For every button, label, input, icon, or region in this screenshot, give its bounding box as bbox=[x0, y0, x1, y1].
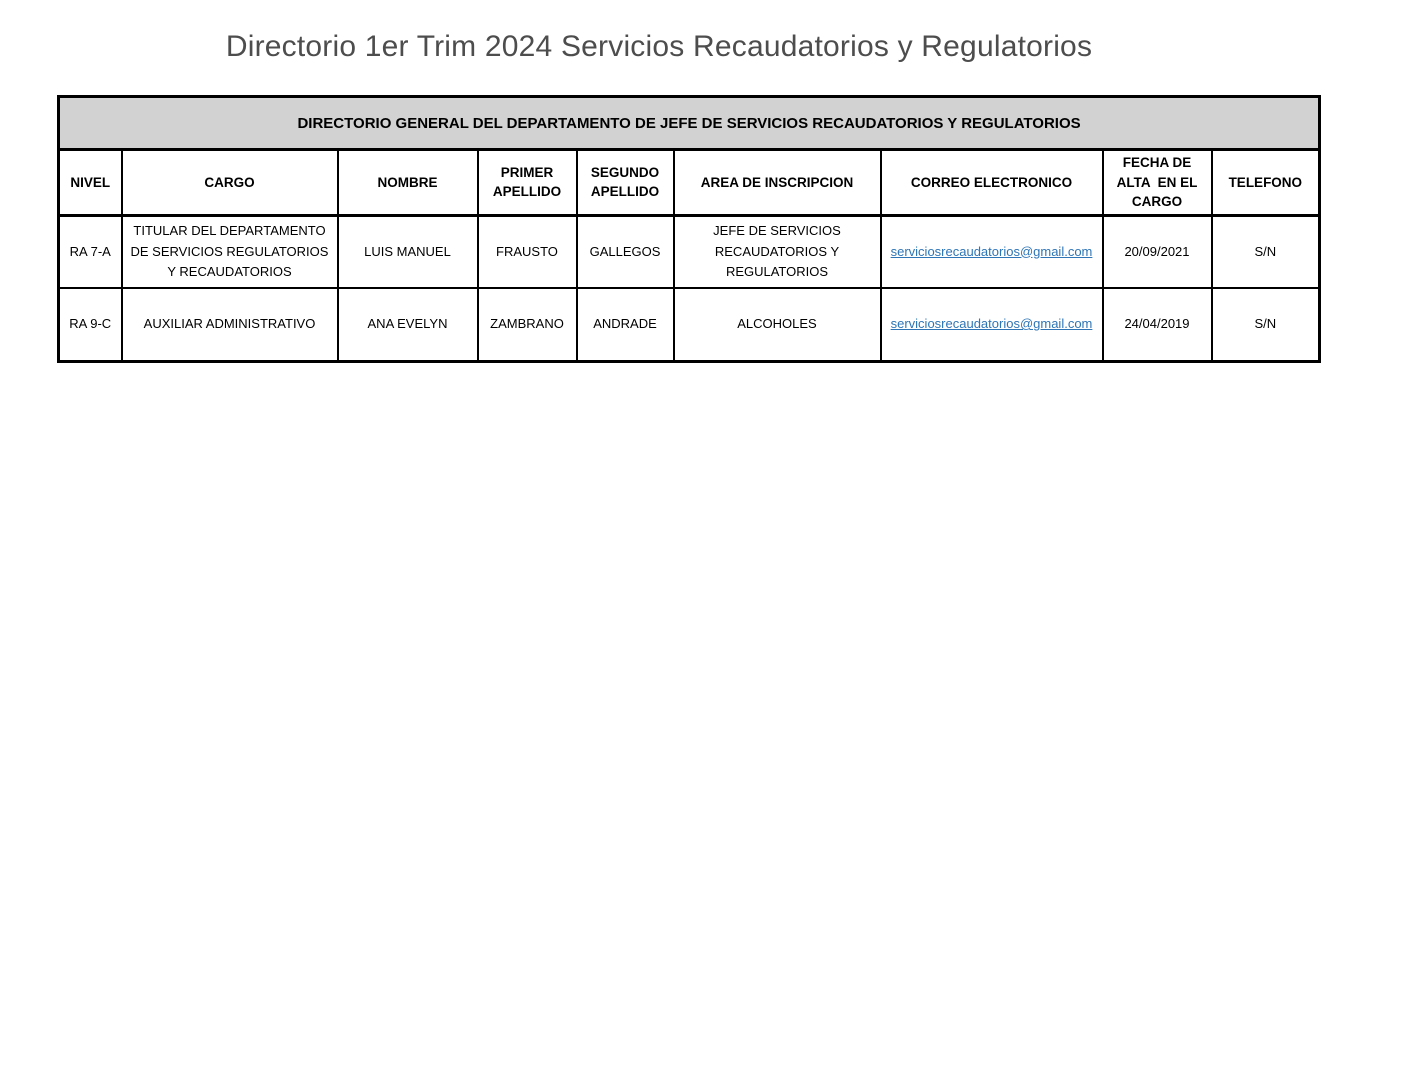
cell-nombre: ANA EVELYN bbox=[336, 287, 479, 363]
cell-segundo-apellido: ANDRADE bbox=[575, 287, 675, 363]
column-header-nombre: NOMBRE bbox=[336, 148, 479, 217]
cell-primer-apellido: ZAMBRANO bbox=[476, 287, 578, 363]
cell-cargo: TITULAR DEL DEPARTAMENTO DE SERVICIOS RE… bbox=[120, 214, 339, 290]
cell-area-inscripcion: JEFE DE SERVICIOS RECAUDATORIOS Y REGULA… bbox=[672, 214, 882, 290]
cell-nivel: RA 9-C bbox=[57, 287, 123, 363]
cell-correo: serviciosrecaudatorios@gmail.com bbox=[879, 214, 1104, 290]
cell-nombre: LUIS MANUEL bbox=[336, 214, 479, 290]
cell-telefono: S/N bbox=[1210, 287, 1321, 363]
page-title: Directorio 1er Trim 2024 Servicios Recau… bbox=[225, 30, 1093, 63]
column-header-cargo: CARGO bbox=[120, 148, 339, 217]
email-link[interactable]: serviciosrecaudatorios@gmail.com bbox=[890, 316, 1093, 332]
column-header-area-inscripcion: AREA DE INSCRIPCION bbox=[672, 148, 882, 217]
column-header-primer-apellido: PRIMER APELLIDO bbox=[476, 148, 578, 217]
email-link[interactable]: serviciosrecaudatorios@gmail.com bbox=[890, 243, 1093, 259]
cell-cargo: AUXILIAR ADMINISTRATIVO bbox=[120, 287, 339, 363]
cell-fecha-alta: 20/09/2021 bbox=[1101, 214, 1213, 290]
column-header-nivel: NIVEL bbox=[57, 148, 123, 217]
directory-table: DIRECTORIO GENERAL DEL DEPARTAMENTO DE J… bbox=[57, 95, 1322, 363]
column-header-telefono: TELEFONO bbox=[1210, 148, 1321, 217]
cell-nivel: RA 7-A bbox=[57, 214, 123, 290]
cell-correo: serviciosrecaudatorios@gmail.com bbox=[879, 287, 1104, 363]
table-row: RA 9-C AUXILIAR ADMINISTRATIVO ANA EVELY… bbox=[57, 287, 1321, 363]
cell-primer-apellido: FRAUSTO bbox=[476, 214, 578, 290]
cell-segundo-apellido: GALLEGOS bbox=[575, 214, 675, 290]
cell-fecha-alta: 24/04/2019 bbox=[1101, 287, 1213, 363]
cell-telefono: S/N bbox=[1210, 214, 1321, 290]
column-header-segundo-apellido: SEGUNDO APELLIDO bbox=[575, 148, 675, 217]
column-header-fecha-alta: FECHA DE ALTA EN EL CARGO bbox=[1101, 148, 1213, 217]
table-header-row: NIVEL CARGO NOMBRE PRIMER APELLIDO SEGUN… bbox=[57, 148, 1321, 217]
table-banner-row: DIRECTORIO GENERAL DEL DEPARTAMENTO DE J… bbox=[57, 95, 1321, 151]
cell-area-inscripcion: ALCOHOLES bbox=[672, 287, 882, 363]
column-header-correo-electronico: CORREO ELECTRONICO bbox=[879, 148, 1104, 217]
table-row: RA 7-A TITULAR DEL DEPARTAMENTO DE SERVI… bbox=[57, 214, 1321, 290]
table-banner-title: DIRECTORIO GENERAL DEL DEPARTAMENTO DE J… bbox=[57, 95, 1321, 151]
